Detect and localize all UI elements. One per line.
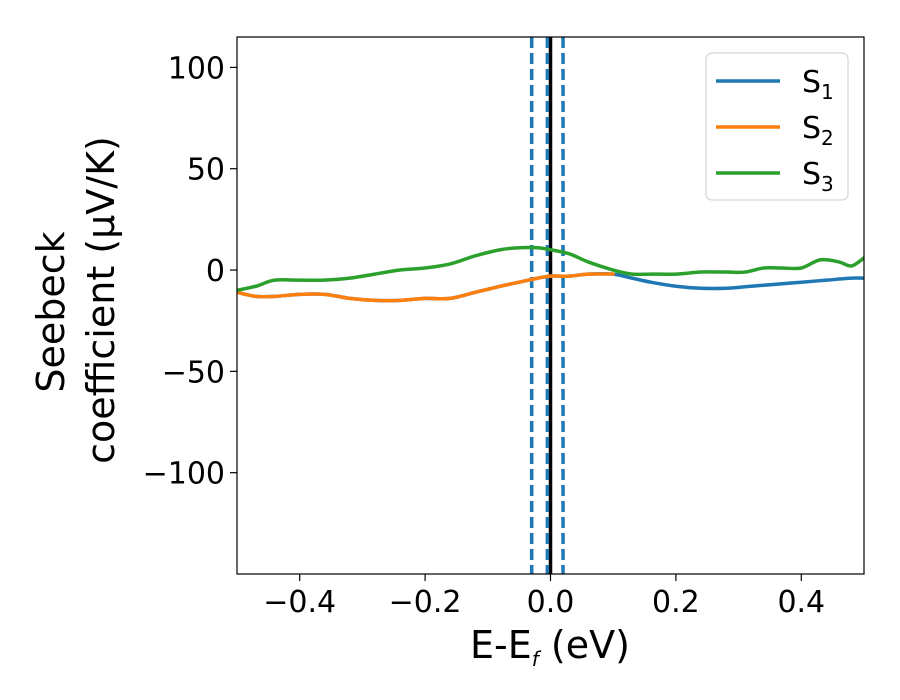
legend-label-s3: S3: [802, 157, 834, 196]
y-axis-label: Seebeck coefficient (μV/K): [29, 136, 123, 464]
y-tick-label: −50: [162, 355, 225, 390]
x-tick-label: 0.2: [652, 585, 700, 620]
x-tick-label: 0.0: [527, 585, 575, 620]
legend-label-s1: S1: [802, 65, 834, 104]
x-axis-label: E-Ef (eV): [470, 623, 630, 671]
reference-lines: [529, 37, 565, 574]
y-tick-label: 100: [168, 51, 225, 86]
y-tick-label: −100: [143, 457, 225, 492]
x-tick-label: −0.2: [389, 585, 462, 620]
series-lines: [237, 245, 864, 303]
x-tick-label: 0.4: [777, 585, 825, 620]
legend-label-s2: S2: [802, 111, 834, 150]
x-tick-label: −0.4: [263, 585, 336, 620]
y-tick-label: 0: [206, 254, 225, 289]
legend: S1 S2 S3: [705, 52, 849, 201]
series-line-s2: [237, 272, 615, 303]
series-line-s3: [237, 245, 864, 293]
y-axis-label-line1: Seebeck: [29, 231, 73, 392]
x-axis-ticks: −0.4 −0.2 0.0 0.2 0.4: [263, 574, 825, 620]
y-axis-label-line2: coefficient (μV/K): [79, 136, 123, 464]
y-axis-ticks: −100 −50 0 50 100: [143, 51, 237, 492]
y-tick-label: 50: [187, 153, 225, 188]
